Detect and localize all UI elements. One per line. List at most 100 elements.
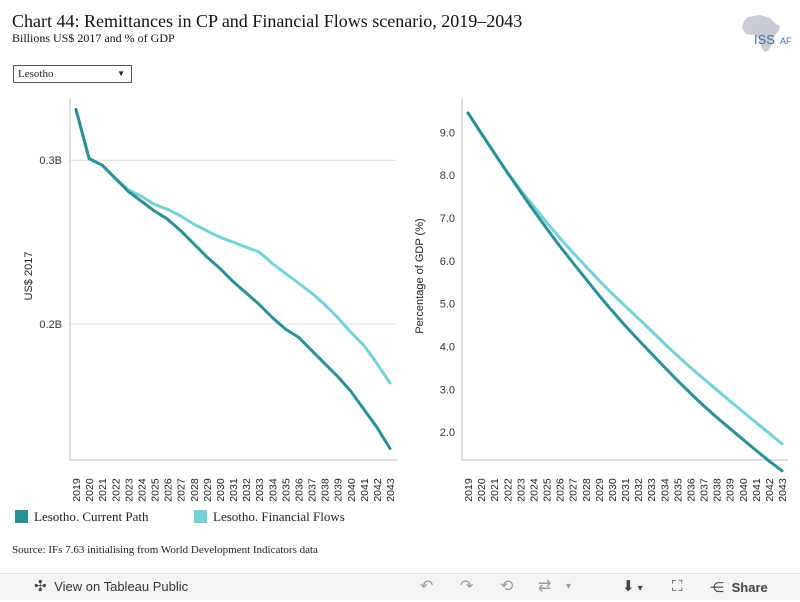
series-line-current-path [466,111,784,473]
x-tick-label: 2020 [84,478,96,502]
revert-icon[interactable]: ⟲ [500,578,514,595]
download-dropdown-icon: ▾ [637,583,643,594]
x-tick-label: 2027 [568,478,580,502]
x-tick-label: 2036 [685,478,697,502]
x-tick-label: 2031 [620,478,632,502]
share-button[interactable]: ⋲ Share [710,574,768,600]
x-tick-label: 2022 [110,478,122,502]
x-tick-label: 2031 [228,478,240,502]
x-tick-label: 2027 [176,478,188,502]
legend-item-financial-flows[interactable]: Lesotho. Financial Flows [194,509,345,525]
share-icon: ⋲ [710,579,724,595]
redo-icon[interactable]: ↷ [460,578,474,595]
tableau-logo-icon: ✣ [34,578,47,595]
legend-label-current-path: Lesotho. Current Path [34,509,149,524]
view-on-tableau-label: View on Tableau Public [54,579,189,594]
y-tick-label: 2.0 [440,427,455,439]
legend-label-financial-flows: Lesotho. Financial Flows [213,509,345,524]
x-tick-label: 2028 [581,478,593,502]
x-tick-label: 2034 [267,478,279,502]
x-tick-label: 2035 [280,478,292,502]
x-tick-label: 2042 [372,478,384,502]
x-tick-label: 2040 [346,478,358,502]
x-tick-label: 2032 [633,478,645,502]
y-tick-label: 5.0 [440,299,455,311]
x-tick-label: 2030 [607,478,619,502]
x-tick-label: 2025 [542,478,554,502]
iss-africa-logo: ISS AF [742,15,792,52]
x-tick-label: 2029 [202,478,214,502]
legend-item-current-path[interactable]: Lesotho. Current Path [15,509,148,525]
x-tick-label: 2042 [764,478,776,502]
x-tick-label: 2039 [725,478,737,502]
y-axis-title: US$ 2017 [23,252,35,301]
country-filter-dropdown[interactable]: Lesotho ▼ [13,65,132,83]
chart-subtitle: Billions US$ 2017 and % of GDP [12,31,175,45]
africa-map-icon [742,15,780,52]
country-filter-value: Lesotho [18,68,54,80]
refresh-dropdown-icon[interactable]: ▾ [566,581,572,592]
legend-swatch-financial-flows [194,510,207,523]
x-tick-label: 2033 [254,478,266,502]
x-tick-label: 2037 [699,478,711,502]
fullscreen-icon[interactable]: ⛶ [672,578,683,595]
x-tick-label: 2041 [751,478,763,502]
legend-swatch-current-path [15,510,28,523]
x-tick-label: 2022 [502,478,514,502]
y-tick-label: 9.0 [440,127,455,139]
chart-title: Chart 44: Remittances in CP and Financia… [12,11,523,31]
share-label: Share [731,580,768,595]
download-icon[interactable]: ⬇ ▾ [622,578,643,595]
x-tick-label: 2019 [463,478,475,502]
x-tick-label: 2043 [777,478,789,502]
view-on-tableau-button[interactable]: ✣ View on Tableau Public [34,574,188,600]
y-tick-label: 8.0 [440,170,455,182]
x-tick-label: 2035 [672,478,684,502]
chevron-down-icon: ▼ [117,69,125,78]
x-tick-label: 2025 [150,478,162,502]
x-tick-label: 2033 [646,478,658,502]
x-tick-label: 2034 [659,478,671,502]
source-note: Source: IFs 7.63 initialising from World… [12,544,318,556]
x-tick-label: 2028 [189,478,201,502]
x-tick-label: 2024 [528,478,540,502]
series-line-current-path [74,108,392,450]
undo-icon[interactable]: ↶ [420,578,434,595]
x-tick-label: 2040 [738,478,750,502]
logo-text: ISS [754,32,775,47]
y-axis-title: Percentage of GDP (%) [414,218,426,333]
y-tick-label: 6.0 [440,256,455,268]
remittances-gdp-chart: 2.0 3.0 4.0 5.0 6.0 7.0 8.0 9.0 Percentage of GD… [414,98,789,502]
y-tick-label: 0.2B [39,319,62,331]
x-tick-label: 2021 [97,478,109,502]
x-tick-label: 2023 [515,478,527,502]
remittances-usd-chart: 0.2B 0.3B US$ 2017 2019 2020 2021 2022 2023 2024… [23,98,398,502]
x-tick-label: 2024 [136,478,148,502]
y-tick-label: 3.0 [440,384,455,396]
x-tick-label: 2026 [555,478,567,502]
y-tick-label: 0.3B [39,155,62,167]
x-tick-label: 2021 [489,478,501,502]
tableau-toolbar: ✣ View on Tableau Public ↶ ↷ ⟲ ⇄ ▾ ⬇ ▾ ⛶ … [0,573,800,600]
x-tick-label: 2019 [71,478,83,502]
series-line-financial-flows [466,111,784,446]
y-tick-label: 4.0 [440,341,455,353]
x-tick-label: 2029 [594,478,606,502]
x-tick-label: 2037 [307,478,319,502]
x-tick-label: 2023 [123,478,135,502]
x-tick-label: 2026 [163,478,175,502]
refresh-icon[interactable]: ⇄ [538,578,552,595]
x-tick-label: 2020 [476,478,488,502]
x-tick-label: 2030 [215,478,227,502]
x-tick-label: 2039 [333,478,345,502]
y-tick-label: 7.0 [440,213,455,225]
x-tick-label: 2038 [712,478,724,502]
logo-suffix: AF [780,36,792,46]
x-tick-label: 2036 [293,478,305,502]
series-line-financial-flows [74,108,392,385]
x-tick-label: 2032 [241,478,253,502]
x-tick-label: 2038 [320,478,332,502]
x-tick-label: 2043 [385,478,397,502]
x-tick-label: 2041 [359,478,371,502]
